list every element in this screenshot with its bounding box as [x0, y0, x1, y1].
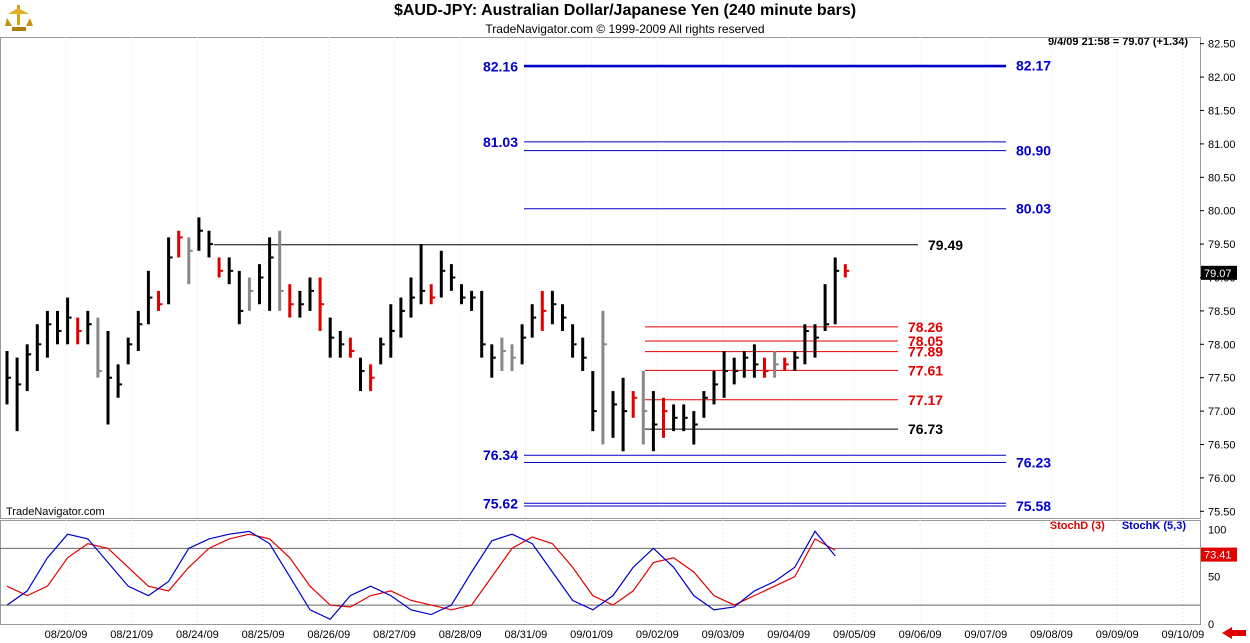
stoch-last-value-text: 73.41	[1204, 550, 1232, 562]
x-tick-label: 08/27/09	[373, 629, 416, 641]
level-label: 75.58	[1016, 498, 1051, 514]
last-price-readout: 9/4/09 21:58 = 79.07 (+1.34)	[1047, 36, 1188, 48]
y-tick-label: 80.50	[1208, 172, 1236, 184]
y-tick-label: 76.50	[1208, 440, 1236, 452]
level-label: 80.03	[1016, 201, 1051, 217]
x-tick-label: 08/20/09	[45, 629, 88, 641]
level-label: 82.16	[483, 58, 518, 74]
x-tick-label: 09/05/09	[833, 629, 876, 641]
y-tick-label: 78.00	[1208, 339, 1236, 351]
y-tick-label: 81.00	[1208, 139, 1236, 151]
stoch-last-value-tag	[1201, 547, 1237, 562]
level-label: 79.49	[928, 237, 963, 253]
level-label: 78.26	[908, 319, 943, 335]
last-price-tag	[1201, 265, 1237, 280]
x-tick-label: 09/09/09	[1096, 629, 1139, 641]
level-label: 77.89	[908, 344, 943, 360]
x-tick-label: 08/24/09	[176, 629, 219, 641]
chart-title: $AUD-JPY: Australian Dollar/Japanese Yen…	[393, 2, 857, 19]
y-tick-label: 77.50	[1208, 373, 1236, 385]
x-tick-label: 08/21/09	[110, 629, 153, 641]
x-tick-label: 08/25/09	[242, 629, 285, 641]
level-label: 76.73	[908, 421, 943, 437]
y-tick-label: 82.50	[1208, 39, 1236, 51]
level-label: 78.05	[908, 333, 943, 349]
legend-stochk: StochK (5,3)	[1121, 520, 1186, 532]
y-tick-label: 80.00	[1208, 206, 1236, 218]
x-tick-label: 08/26/09	[307, 629, 350, 641]
x-tick-label: 09/03/09	[702, 629, 745, 641]
stochd-line	[6, 533, 836, 611]
stoch-y-tick-label: 50	[1208, 572, 1220, 584]
level-label: 76.34	[483, 447, 518, 463]
y-tick-label: 75.50	[1208, 506, 1236, 518]
y-tick-label: 82.00	[1208, 72, 1236, 84]
y-tick-label: 79.50	[1208, 239, 1236, 251]
x-tick-label: 08/28/09	[439, 629, 482, 641]
x-tick-label: 09/06/09	[899, 629, 942, 641]
chart-subtitle: TradeNavigator.com © 1999-2009 All right…	[485, 22, 765, 36]
stoch-y-tick-label: 0	[1208, 619, 1214, 631]
x-tick-label: 08/31/09	[504, 629, 547, 641]
x-tick-label: 09/08/09	[1030, 629, 1073, 641]
stoch-panel-frame	[0, 520, 1201, 625]
y-tick-label: 76.00	[1208, 473, 1236, 485]
x-tick-label: 09/10/09	[1161, 629, 1204, 641]
x-tick-label: 09/02/09	[636, 629, 679, 641]
x-tick-label: 09/01/09	[570, 629, 613, 641]
y-tick-label: 77.00	[1208, 406, 1236, 418]
last-price-tag-text: 79.07	[1204, 268, 1232, 280]
level-label: 77.17	[908, 392, 943, 408]
level-label: 76.23	[1016, 455, 1051, 471]
watermark: TradeNavigator.com	[6, 506, 105, 518]
y-tick-label: 78.50	[1208, 306, 1236, 318]
level-label: 82.17	[1016, 58, 1051, 74]
stochastic-legend: StochD (3) StochK (5,3)	[1036, 520, 1186, 532]
level-label: 75.62	[483, 495, 518, 511]
price-panel-frame	[0, 37, 1201, 519]
stoch-y-tick-label: 100	[1208, 524, 1226, 536]
stochk-line	[6, 530, 836, 621]
trade-navigator-logo-icon	[4, 2, 34, 34]
x-tick-label: 09/07/09	[964, 629, 1007, 641]
x-tick-label: 09/04/09	[767, 629, 810, 641]
level-label: 81.03	[483, 134, 518, 150]
level-label: 80.90	[1016, 143, 1051, 159]
legend-stochd: StochD (3)	[1049, 520, 1105, 532]
y-tick-label: 81.50	[1208, 105, 1236, 117]
scroll-left-arrow-icon	[1222, 627, 1246, 639]
level-label: 77.61	[908, 362, 943, 378]
